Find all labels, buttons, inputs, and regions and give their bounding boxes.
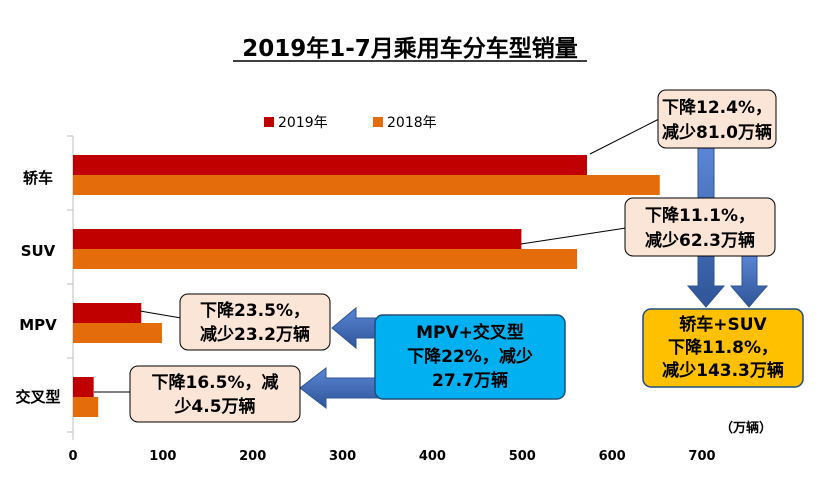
bar-crossover-2019	[73, 377, 94, 397]
callout-sedan-line-1: 下降12.4%，	[662, 97, 772, 118]
category-label-mpv: MPV	[19, 316, 57, 334]
summary-mpv-crossover: MPV+交叉型 下降22%，减少 27.7万辆	[374, 314, 566, 400]
x-tick-label: 400	[419, 449, 446, 464]
callout-suv-line-1: 下降11.1%，	[645, 205, 755, 226]
summary-mpv-crossover-line-2: 下降22%，减少	[407, 346, 533, 367]
x-tick-label: 700	[688, 449, 715, 464]
summary-sedan-suv: 轿车+SUV 下降11.8%， 减少143.3万辆	[642, 308, 804, 388]
callout-mpv-line-2: 减少23.2万辆	[200, 324, 310, 345]
bar-sedan-2018	[73, 175, 660, 195]
bar-mpv-2018	[73, 323, 162, 343]
bar-sedan-2019	[73, 155, 587, 175]
x-tick-label: 300	[329, 449, 356, 464]
bar-suv-2019	[73, 229, 522, 249]
callout-suv-leader	[520, 227, 627, 245]
x-unit-label: （万辆）	[720, 420, 772, 436]
legend-swatch-2018	[373, 117, 383, 127]
x-tick-labels: 0 100 200 300 400 500 600 700	[68, 449, 715, 464]
legend-label-2019: 2019年	[278, 115, 328, 131]
callout-sedan-box	[657, 89, 777, 149]
summary-mpv-crossover-line-1: MPV+交叉型	[416, 322, 524, 343]
left-arrow-mpv	[331, 306, 377, 350]
summary-sedan-suv-line-2: 下降11.8%，	[668, 337, 778, 358]
category-ticks	[67, 135, 73, 433]
callout-sedan-leader	[589, 118, 660, 155]
x-tick-label: 600	[599, 449, 626, 464]
callout-mpv: 下降23.5%， 减少23.2万辆	[139, 293, 331, 351]
summary-mpv-crossover-box	[374, 314, 566, 400]
legend-label-2018: 2018年	[387, 115, 437, 131]
callout-suv-line-2: 减少62.3万辆	[645, 230, 755, 251]
summary-sedan-suv-line-3: 减少143.3万辆	[662, 360, 784, 381]
x-tick-label: 200	[239, 449, 266, 464]
summary-sedan-suv-box	[642, 308, 804, 388]
callout-mpv-box	[179, 293, 331, 351]
bar-mpv-2019	[73, 303, 142, 323]
callout-mpv-line-1: 下降23.5%，	[200, 300, 310, 321]
callout-crossover-line-1: 下降16.5%，减	[152, 372, 279, 393]
category-label-suv: SUV	[21, 242, 56, 260]
category-label-sedan: 轿车	[23, 169, 53, 187]
callout-suv-box	[624, 197, 776, 257]
callout-crossover: 下降16.5%，减 少4.5万辆	[94, 365, 301, 423]
bars	[73, 155, 660, 417]
left-arrow-crossover	[299, 366, 387, 410]
x-tick-label: 0	[68, 449, 77, 464]
legend-swatch-2019	[264, 117, 274, 127]
x-tick-label: 500	[509, 449, 536, 464]
callout-crossover-box	[129, 365, 301, 423]
bar-suv-2018	[73, 249, 578, 269]
callout-crossover-line-2: 少4.5万辆	[173, 396, 255, 417]
down-arrow-suv	[729, 253, 769, 308]
category-label-crossover: 交叉型	[15, 388, 60, 406]
legend: 2019年 2018年	[264, 115, 437, 131]
summary-mpv-crossover-line-3: 27.7万辆	[432, 370, 508, 391]
callout-sedan-line-2: 减少81.0万辆	[662, 122, 772, 143]
callout-mpv-leader	[139, 310, 182, 319]
chart-title: 2019年1-7月乘用车分车型销量	[242, 35, 578, 62]
bar-crossover-2018	[73, 397, 99, 417]
x-tick-label: 100	[149, 449, 176, 464]
callout-sedan: 下降12.4%， 减少81.0万辆	[589, 89, 777, 155]
summary-sedan-suv-line-1: 轿车+SUV	[679, 314, 767, 335]
callout-suv: 下降11.1%， 减少62.3万辆	[520, 197, 776, 257]
